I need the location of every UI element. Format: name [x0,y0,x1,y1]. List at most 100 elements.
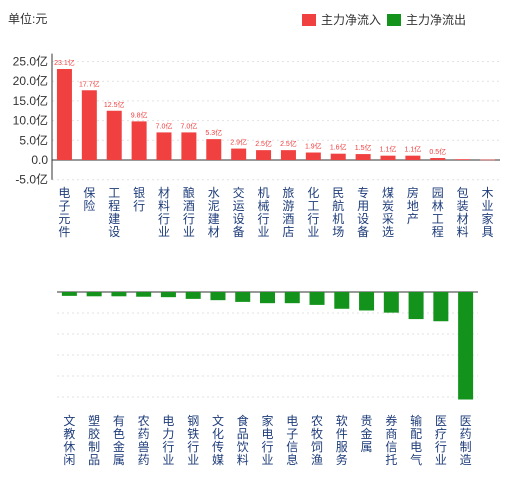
x-category-label: 机械行业 [258,186,270,239]
outflow-bar [86,292,102,297]
inflow-bar [430,158,446,160]
bar-value-label: 12.5亿 [104,100,125,109]
outflow-bar [309,292,325,305]
inflow-bar [256,150,272,160]
x-category-label: 专用设备 [357,185,369,239]
legend-inflow[interactable]: 主力净流入 [302,11,381,28]
inflow-bar [380,155,396,160]
x-category-label: 电子元件 [58,186,70,239]
x-category-label: 酿酒行业 [183,185,195,239]
x-category-label: 银行 [133,186,145,213]
x-category-label: 园林工程 [432,186,444,239]
x-category-label: 家电行业 [261,413,273,467]
x-category-label: 水泥建材 [208,186,220,239]
x-category-label: 电子信息 [286,414,298,467]
legend-outflow[interactable]: 主力净流出 [387,11,466,28]
y-tick-label: 15.0亿 [13,93,48,108]
x-category-label: 文教休闲 [63,413,75,467]
x-category-label: 医疗行业 [435,414,447,467]
x-category-label: 输配电气 [410,413,422,467]
inflow-bar [480,159,496,161]
outflow-bar [185,292,201,299]
outflow-bar [136,292,152,297]
x-category-label: 农药兽药 [138,414,150,467]
x-category-label: 交运设备 [233,185,245,239]
y-tick-label: -5.0亿 [15,172,48,187]
inflow-bar [355,154,371,160]
outflow-bar [408,292,424,320]
outflow-bar [111,292,127,297]
x-category-label: 有色金属 [113,414,125,467]
outflow-bar [284,292,300,304]
x-category-label: 包装材料 [457,186,469,239]
inflow-bar [231,148,247,160]
x-category-label: 化工行业 [307,186,319,239]
outflow-bar [334,292,350,309]
outflow-bar [433,292,449,322]
outflow-bar [61,292,77,296]
bar-value-label: 1.9亿 [305,142,322,151]
inflow-swatch-icon [302,13,316,26]
outflow-bar [160,292,176,298]
outflow-bar [235,292,251,302]
x-category-label: 券商信托 [385,413,397,467]
x-category-label: 农牧饲渔 [311,414,323,467]
x-category-label: 医药制造 [460,414,472,467]
bar-value-label: 1.1亿 [380,145,397,154]
bar-value-label: 1.6亿 [330,143,347,152]
outflow-swatch-icon [387,13,401,26]
x-category-label: 塑胶制品 [88,413,100,467]
x-category-label: 电力行业 [162,414,174,467]
x-category-label: 工程建设 [108,186,120,239]
bar-value-label: 2.5亿 [280,139,297,148]
unit-label: 单位:元 [8,12,48,26]
y-tick-label: 0.0 [31,153,48,167]
outflow-bar [458,292,474,400]
inflow-bar [131,121,147,160]
x-category-label: 煤炭采选 [382,186,394,239]
legend-outflow-label: 主力净流出 [406,13,467,27]
bar-value-label: 1.5亿 [355,143,372,152]
legend-inflow-label: 主力净流入 [321,13,382,27]
outflow-bar [210,292,226,301]
inflow-bar [280,150,296,160]
bar-value-label: 23.1亿 [54,58,75,67]
inflow-bar [156,132,172,160]
x-category-label: 木业家具 [482,186,494,239]
x-category-label: 民航机场 [332,186,344,239]
outflow-bar [260,292,275,304]
x-category-label: 文化传媒 [212,413,224,467]
y-tick-label: 25.0亿 [13,54,48,69]
outflow-bar [383,292,399,313]
x-category-label: 材料行业 [158,186,170,239]
x-category-label: 旅游酒店 [282,186,294,239]
y-tick-label: 5.0亿 [19,132,48,147]
inflow-bar [181,132,197,160]
bar-value-label: 2.5亿 [255,139,272,148]
x-category-label: 房地产 [407,185,419,226]
bar-value-label: 9.8亿 [131,110,148,119]
outflow-bar [359,292,375,311]
bar-value-label: 5.3亿 [205,128,222,137]
inflow-bar [106,110,122,160]
inflow-bar [305,152,321,160]
bar-value-label: 7.0亿 [156,121,173,130]
inflow-bar [56,68,72,160]
bar-value-label: 17.7亿 [79,79,100,88]
x-category-label: 钢铁行业 [187,414,199,467]
x-category-label: 食品饮料 [237,413,249,467]
bar-value-label: 2.9亿 [230,138,247,147]
inflow-bar [405,155,421,160]
x-category-label: 贵金属 [361,414,373,454]
y-tick-label: 10.0亿 [13,113,48,128]
inflow-bar [330,153,346,160]
bar-value-label: 0.5亿 [429,147,446,156]
x-category-label: 保险 [83,186,95,213]
inflow-bar [455,159,471,160]
bar-value-label: 7.0亿 [181,121,198,130]
inflow-bar [206,139,222,160]
y-tick-label: 20.0亿 [13,73,48,88]
inflow-bar [81,90,97,160]
bar-value-label: 1.1亿 [405,145,422,154]
